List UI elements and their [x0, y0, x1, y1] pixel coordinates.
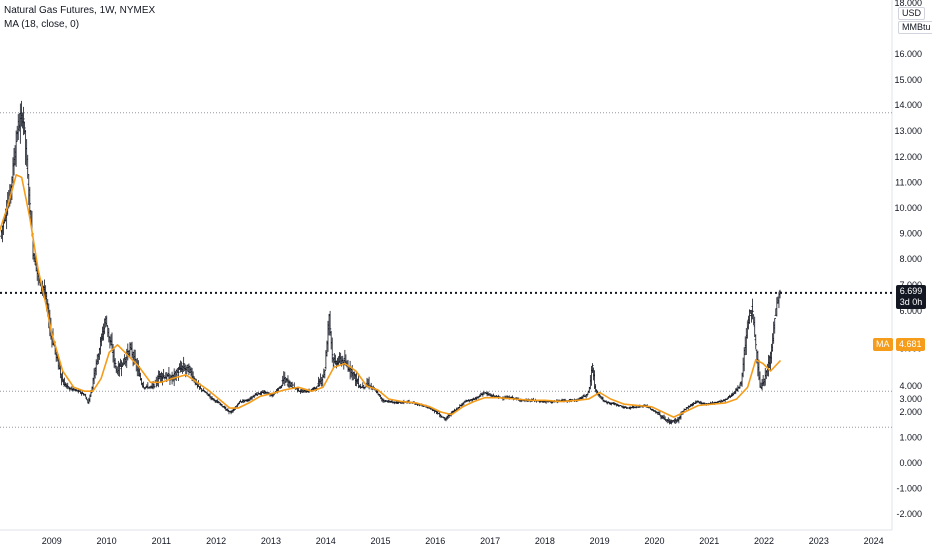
y-tick-label: 4.000	[899, 381, 922, 391]
ohlc-bar	[210, 396, 214, 400]
current-price-badge: 6.699 3d 0h	[896, 285, 926, 309]
y-tick-label: 0.000	[899, 458, 922, 468]
x-tick-label: 2009	[42, 536, 62, 546]
ohlc-bar	[23, 121, 26, 135]
ohlc-bar	[328, 310, 332, 336]
ohlc-bar	[585, 394, 589, 397]
y-tick-label: 9.000	[899, 229, 922, 239]
ohlc-bar	[318, 378, 321, 387]
x-tick-label: 2024	[864, 536, 884, 546]
x-tick-label: 2019	[590, 536, 610, 546]
ohlc-bar	[162, 368, 165, 379]
ohlc-bar	[477, 396, 480, 399]
ohlc-bar	[359, 383, 362, 389]
x-tick-label: 2021	[699, 536, 719, 546]
ohlc-bar	[105, 315, 108, 327]
x-tick-label: 2017	[480, 536, 500, 546]
indicator-label[interactable]: MA (18, close, 0)	[4, 19, 80, 30]
ma-line	[0, 174, 782, 418]
ohlc-bar	[323, 369, 327, 379]
ohlc-bar	[113, 358, 117, 369]
chart-legend: Natural Gas Futures, 1W, NYMEX MA (18, c…	[4, 4, 155, 32]
current-price-value: 6.699	[899, 286, 923, 296]
y-tick-label: 18.000	[894, 0, 922, 8]
ohlc-bar	[202, 388, 205, 392]
y-tick-label: 11.000	[895, 178, 922, 188]
ohlc-bar	[778, 289, 782, 299]
x-tick-label: 2016	[425, 536, 445, 546]
x-tick-label: 2015	[370, 536, 390, 546]
x-tick-label: 2013	[261, 536, 281, 546]
ohlc-bar	[84, 393, 87, 398]
symbol-title[interactable]: Natural Gas Futures, 1W, NYMEX	[4, 5, 156, 16]
ohlc-bar	[473, 398, 476, 401]
ohlc-bar	[236, 404, 239, 408]
currency-label[interactable]: USD	[898, 7, 926, 20]
x-tick-label: 2010	[97, 536, 117, 546]
y-tick-label: 8.000	[899, 254, 922, 264]
y-tick-label: 13.000	[894, 126, 922, 136]
y-tick-label: 12.000	[894, 152, 922, 162]
y-tick-label: 6.000	[899, 306, 922, 316]
x-tick-label: 2022	[754, 536, 774, 546]
ohlc-bar	[253, 395, 256, 398]
ohlc-bar	[283, 371, 287, 386]
x-tick-label: 2011	[152, 536, 171, 546]
ohlc-bar	[751, 298, 754, 320]
y-tick-label: 10.000	[894, 203, 922, 213]
ohlc-bar	[28, 186, 32, 216]
ohlc-bar	[754, 334, 757, 350]
y-tick-label: -2.000	[896, 509, 922, 519]
ohlc-bar	[773, 317, 776, 334]
x-tick-label: 2012	[206, 536, 226, 546]
x-tick-label: 2018	[535, 536, 555, 546]
x-tick-label: 2020	[644, 536, 664, 546]
ma-badge-label: MA	[873, 338, 893, 351]
ohlc-bar	[152, 383, 156, 389]
ohlc-bar	[469, 399, 472, 402]
y-tick-label: 3.000	[899, 394, 922, 404]
ma-badge-value: 4.681	[896, 338, 925, 351]
y-tick-label: -1.000	[896, 484, 922, 494]
y-tick-label: 2.000	[899, 407, 922, 417]
x-tick-label: 2014	[316, 536, 336, 546]
y-tick-label: 16.000	[894, 49, 922, 59]
unit-label[interactable]: MMBtu	[898, 21, 932, 34]
x-tick-label: 2023	[809, 536, 829, 546]
y-tick-label: 14.000	[894, 100, 922, 110]
y-tick-label: 1.000	[899, 433, 922, 443]
ohlc-bar	[363, 386, 367, 390]
ohlc-bar	[658, 411, 662, 416]
countdown-value: 3d 0h	[899, 297, 923, 307]
y-tick-label: 15.000	[894, 75, 922, 85]
ohlc-bar	[22, 106, 25, 136]
